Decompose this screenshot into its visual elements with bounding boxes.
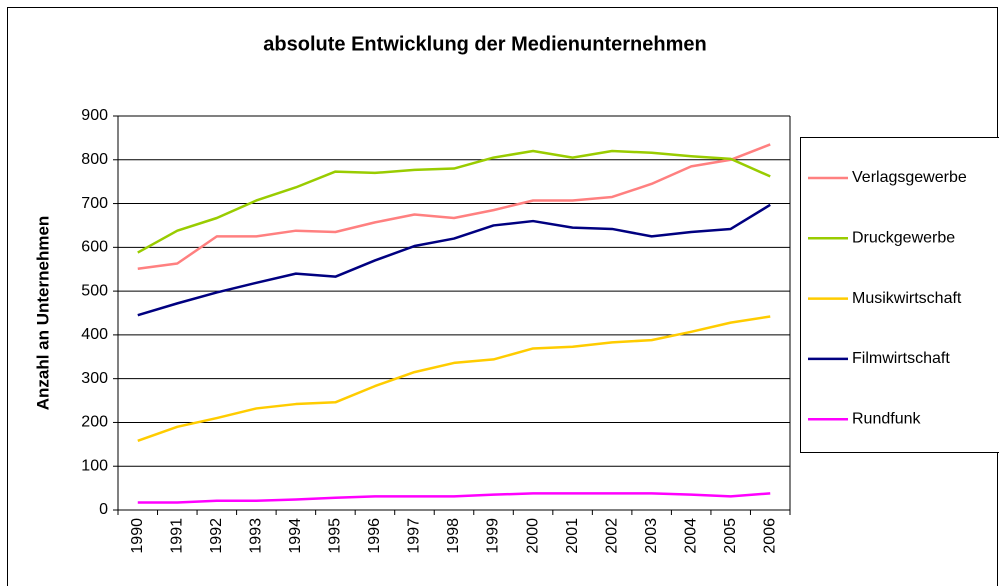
x-tick-label: 2004 <box>682 518 699 554</box>
series-line <box>137 143 771 271</box>
legend-label: Musikwirtschaft <box>852 290 962 307</box>
y-tick-label: 100 <box>81 457 108 474</box>
x-tick-label: 1996 <box>366 518 383 554</box>
x-tick-label: 1998 <box>445 518 462 554</box>
x-tick-label: 1995 <box>327 518 344 554</box>
x-tick-label: 2006 <box>761 518 778 554</box>
y-tick-label: 500 <box>81 282 108 299</box>
legend-label: Verlagsgewerbe <box>852 169 967 186</box>
x-tick-label: 2005 <box>722 518 739 554</box>
series-line <box>137 492 771 504</box>
y-tick-label: 400 <box>81 326 108 343</box>
series-line <box>137 149 771 254</box>
y-tick-label: 0 <box>99 501 108 518</box>
chart-title: absolute Entwicklung der Medienunternehm… <box>263 33 706 55</box>
x-tick-label: 2003 <box>643 518 660 554</box>
series-line <box>137 315 771 443</box>
y-tick-label: 700 <box>81 195 108 212</box>
x-tick-label: 1997 <box>406 518 423 554</box>
x-tick-label: 1991 <box>169 518 186 554</box>
y-tick-label: 300 <box>81 370 108 387</box>
x-tick-label: 2001 <box>564 518 581 554</box>
x-tick-label: 1999 <box>485 518 502 554</box>
y-tick-label: 600 <box>81 239 108 256</box>
y-tick-label: 200 <box>81 414 108 431</box>
legend-label: Filmwirtschaft <box>852 350 950 367</box>
y-tick-label: 800 <box>81 151 108 168</box>
series-line <box>137 203 771 317</box>
legend-label: Druckgewerbe <box>852 230 955 247</box>
legend-label: Rundfunk <box>852 410 921 427</box>
x-tick-label: 1990 <box>129 518 146 554</box>
y-axis-title: Anzahl an Unternehmen <box>33 216 52 411</box>
x-tick-label: 2002 <box>603 518 620 554</box>
legend-box <box>800 137 999 453</box>
x-tick-label: 1993 <box>248 518 265 554</box>
x-tick-label: 1994 <box>287 518 304 554</box>
x-tick-label: 2000 <box>524 518 541 554</box>
y-tick-label: 900 <box>81 107 108 124</box>
x-tick-label: 1992 <box>208 518 225 554</box>
